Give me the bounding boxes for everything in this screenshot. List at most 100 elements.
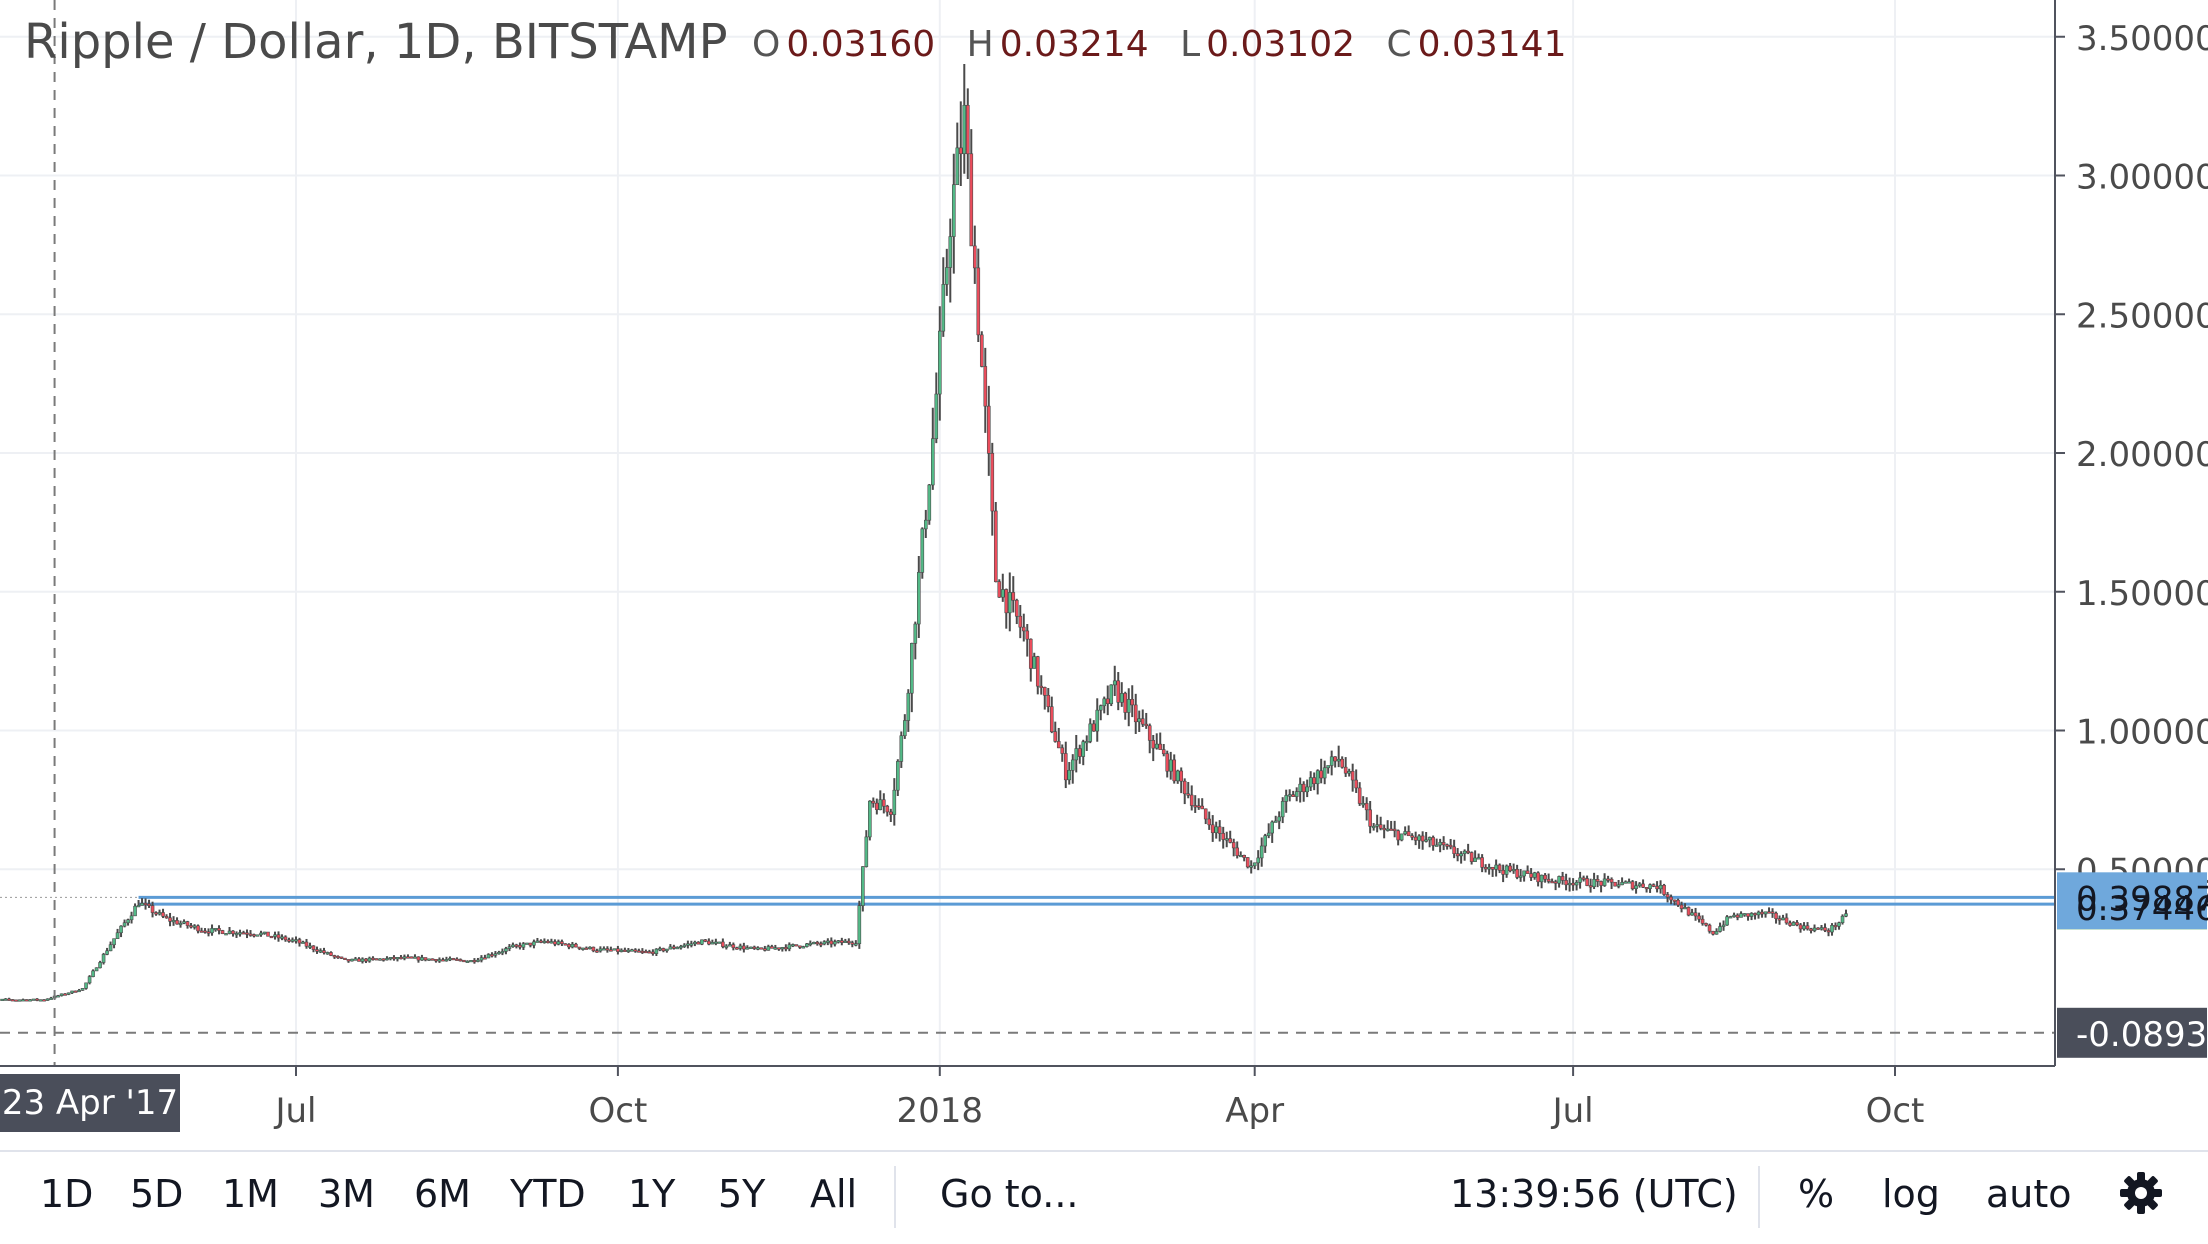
candle-down	[651, 951, 655, 954]
candle-down	[343, 957, 347, 960]
candle-down	[1798, 924, 1803, 930]
candle-up	[962, 104, 967, 155]
time-axis[interactable]: Jul Oct 2018 Apr Jul Oct 23 Apr '17	[0, 1065, 2055, 1132]
log-toggle[interactable]: log	[1882, 1172, 1940, 1216]
candle-up	[1648, 884, 1652, 889]
gear-icon[interactable]	[2118, 1170, 2164, 1225]
price-line-badge-bg	[2057, 872, 2207, 930]
range-5y-button[interactable]: 5Y	[718, 1172, 766, 1216]
candle-up	[192, 925, 197, 928]
candle-up	[290, 939, 295, 942]
candle-up	[308, 945, 312, 948]
candle-up	[182, 921, 186, 924]
range-1m-button[interactable]: 1M	[222, 1172, 279, 1216]
range-5d-button[interactable]: 5D	[130, 1172, 184, 1216]
candle-up	[941, 284, 946, 332]
candle-down	[815, 942, 820, 945]
candle-up	[693, 941, 697, 945]
candle-down	[759, 947, 764, 950]
candle-down	[703, 939, 708, 942]
candle-down	[1357, 787, 1362, 804]
candle-down	[1350, 771, 1355, 781]
candle-up	[360, 958, 365, 962]
candle-up	[1728, 916, 1733, 919]
candle-down	[1392, 828, 1397, 832]
candle-up	[262, 931, 267, 934]
candle-up	[38, 999, 43, 1002]
price-chart[interactable]: 3.50000 3.00000 2.50000 2.00000 1.50000 1.000…	[0, 0, 2208, 1150]
candle-down	[1221, 833, 1226, 840]
range-6m-button[interactable]: 6M	[414, 1172, 471, 1216]
candle-down	[1158, 743, 1163, 750]
candle-down	[1809, 928, 1813, 931]
candle-up	[259, 932, 263, 936]
candle-down	[472, 960, 477, 963]
candle-up	[1119, 693, 1124, 703]
candle-up	[493, 953, 498, 956]
ohlc-close-value: 0.03141	[1417, 24, 1567, 65]
candle-up	[1249, 865, 1254, 868]
candle-down	[1046, 694, 1051, 707]
candle-down	[847, 940, 851, 944]
candle-up	[280, 936, 284, 939]
candle-down	[574, 943, 578, 948]
candle-down	[563, 943, 568, 946]
ohlc-open-value: 0.03160	[786, 24, 936, 65]
candle-up	[1417, 835, 1421, 841]
candle-down	[1441, 842, 1446, 846]
candle-up	[864, 836, 869, 867]
candle-down	[409, 956, 414, 959]
candle-down	[770, 946, 774, 949]
candle-down	[1606, 878, 1610, 881]
candle-up	[822, 941, 827, 945]
candle-down	[161, 912, 165, 917]
candle-down	[1483, 867, 1488, 870]
range-all-button[interactable]: All	[810, 1172, 858, 1216]
candle-down	[560, 941, 564, 945]
candle-up	[378, 958, 382, 961]
goto-button[interactable]: Go to...	[940, 1172, 1079, 1216]
candle-up	[833, 941, 837, 945]
candle-down	[339, 956, 344, 959]
candle-up	[944, 267, 949, 285]
candle-down	[997, 581, 1002, 598]
candle-up	[227, 930, 232, 934]
candle-up	[1326, 765, 1330, 769]
crosshair	[0, 0, 2055, 1066]
candle-up	[28, 999, 32, 1002]
candle-down	[1319, 770, 1323, 779]
candle-down	[1193, 805, 1198, 808]
candle-up	[836, 940, 841, 943]
candle-down	[1445, 844, 1449, 847]
candle-up	[1007, 592, 1012, 614]
ohlc-close-key: C	[1386, 24, 1412, 65]
candle-down	[1378, 824, 1383, 829]
candle-up	[1294, 791, 1299, 797]
candle-down	[304, 941, 309, 947]
range-1d-button[interactable]: 1D	[40, 1172, 94, 1216]
range-ytd-button[interactable]: YTD	[510, 1172, 586, 1216]
candle-down	[1200, 805, 1205, 810]
candle-up	[1277, 816, 1281, 822]
candle-up	[500, 951, 505, 954]
candle-up	[1487, 866, 1491, 870]
candle-up	[766, 946, 771, 951]
percent-toggle[interactable]: %	[1798, 1172, 1835, 1216]
candle-down	[458, 959, 463, 962]
candle-down	[63, 993, 67, 996]
candle-down	[1644, 887, 1649, 890]
candle-down	[1133, 704, 1138, 723]
auto-toggle[interactable]: auto	[1986, 1172, 2072, 1216]
candle-down	[1056, 741, 1061, 749]
price-axis[interactable]: 3.50000 3.00000 2.50000 2.00000 1.50000 1.000…	[2054, 0, 2208, 1066]
candle-down	[1546, 878, 1551, 882]
range-1y-button[interactable]: 1Y	[628, 1172, 676, 1216]
candle-up	[868, 800, 872, 838]
candle-up	[549, 941, 554, 944]
candle-up	[255, 934, 260, 937]
candle-up	[899, 735, 904, 762]
range-3m-button[interactable]: 3M	[318, 1172, 375, 1216]
candle-down	[1060, 747, 1065, 754]
candle-down	[1774, 912, 1778, 919]
candle-down	[1816, 927, 1820, 930]
